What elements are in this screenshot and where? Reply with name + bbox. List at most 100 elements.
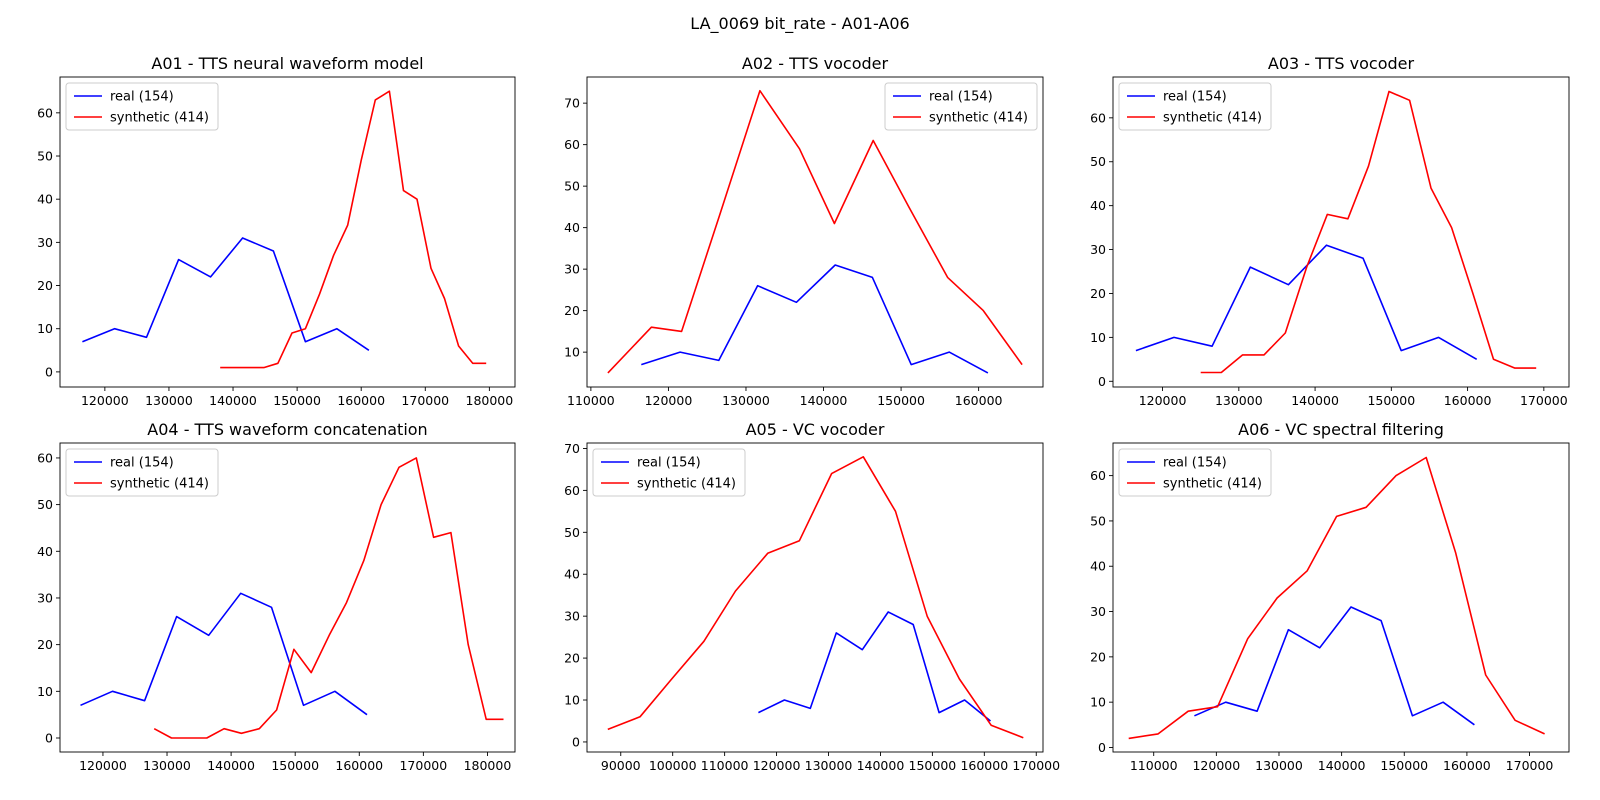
legend-box — [65, 82, 219, 131]
legend-label-synthetic: synthetic (414) — [110, 477, 209, 492]
legend-label-real: real (154) — [110, 456, 174, 471]
x-tick-label: 130000 — [1215, 393, 1263, 408]
subplot-title: A06 - VC spectral filtering — [1238, 420, 1444, 439]
y-tick-label: 40 — [564, 220, 580, 235]
legend-label-real: real (154) — [929, 90, 993, 105]
y-tick-label: 30 — [37, 590, 53, 605]
y-tick-label: 20 — [564, 651, 580, 666]
subplot-title: A01 - TTS neural waveform model — [151, 54, 423, 73]
x-tick-label: 150000 — [1367, 393, 1415, 408]
x-tick-label: 170000 — [1506, 758, 1554, 773]
y-tick-label: 10 — [1090, 330, 1106, 345]
y-tick-label: 20 — [37, 637, 53, 652]
subplot-2: A02 - TTS vocoder 110000 120000 130000 14000… — [564, 54, 1044, 408]
y-tick-label: 60 — [564, 137, 580, 152]
y-tick-label: 40 — [564, 567, 580, 582]
y-tick-label: 40 — [37, 192, 53, 207]
legend-label-synthetic: synthetic (414) — [1163, 477, 1262, 492]
x-tick-label: 170000 — [399, 758, 447, 773]
y-tick-label: 40 — [37, 544, 53, 559]
x-tick-label: 120000 — [753, 758, 801, 773]
x-tick-label: 170000 — [1520, 393, 1568, 408]
legend-box — [1118, 82, 1272, 131]
x-tick-label: 120000 — [79, 758, 127, 773]
x-tick-label: 130000 — [145, 393, 193, 408]
x-tick-label: 160000 — [955, 393, 1003, 408]
series-line-real — [641, 264, 989, 374]
y-tick-label: 10 — [564, 345, 580, 360]
subplot-3: A03 - TTS vocoder 120000 130000 140000 15000… — [1090, 54, 1570, 408]
y-tick-label: 50 — [564, 525, 580, 540]
legend: real (154) synthetic (414) — [65, 448, 219, 497]
y-tick-label: 0 — [572, 734, 580, 749]
y-tick-label: 10 — [37, 684, 53, 699]
figure-title: LA_0069 bit_rate - A01-A06 — [690, 14, 909, 34]
x-tick-label: 180000 — [464, 758, 512, 773]
series-line-real — [758, 611, 992, 722]
y-tick-label: 10 — [564, 693, 580, 708]
x-tick-label: 160000 — [337, 393, 385, 408]
y-tick-label: 20 — [1090, 286, 1106, 301]
y-tick-label: 70 — [564, 441, 580, 456]
axes-frame — [586, 442, 1044, 753]
x-tick-label: 120000 — [1139, 393, 1187, 408]
legend: real (154) synthetic (414) — [884, 82, 1038, 131]
legend-box — [65, 448, 219, 497]
axes-frame — [586, 76, 1044, 388]
legend-box — [884, 82, 1038, 131]
series-line-synthetic — [1128, 456, 1545, 740]
series-line-synthetic — [220, 90, 487, 369]
x-tick-label: 160000 — [1444, 393, 1492, 408]
legend: real (154) synthetic (414) — [592, 448, 746, 497]
series-line-synthetic — [153, 457, 504, 739]
series-line-real — [82, 237, 370, 351]
y-tick-label: 0 — [1098, 374, 1106, 389]
y-tick-label: 30 — [564, 609, 580, 624]
y-tick-label: 60 — [37, 450, 53, 465]
subplot-1: A01 - TTS neural waveform model 120000 130… — [37, 54, 516, 408]
x-tick-label: 130000 — [143, 758, 191, 773]
legend-box — [592, 448, 746, 497]
y-tick-label: 60 — [37, 105, 53, 120]
y-tick-label: 60 — [1090, 468, 1106, 483]
y-tick-label: 60 — [1090, 110, 1106, 125]
y-tick-label: 0 — [45, 364, 53, 379]
x-tick-label: 160000 — [1443, 758, 1491, 773]
x-tick-label: 110000 — [701, 758, 749, 773]
x-tick-label: 130000 — [805, 758, 853, 773]
y-tick-label: 10 — [37, 321, 53, 336]
legend: real (154) synthetic (414) — [65, 82, 219, 131]
x-tick-label: 140000 — [209, 393, 257, 408]
axes-frame — [59, 442, 516, 753]
x-tick-label: 140000 — [800, 393, 848, 408]
subplot-6: A06 - VC spectral filtering 110000 120000 1… — [1090, 420, 1570, 773]
y-tick-label: 30 — [564, 262, 580, 277]
axes-frame — [1112, 76, 1570, 388]
y-tick-label: 10 — [1090, 695, 1106, 710]
y-tick-label: 50 — [37, 149, 53, 164]
axes-frame — [1112, 442, 1570, 753]
legend-label-synthetic: synthetic (414) — [1163, 111, 1262, 126]
subplot-title: A02 - TTS vocoder — [742, 54, 889, 73]
series-line-synthetic — [607, 89, 1023, 374]
legend-label-real: real (154) — [110, 90, 174, 105]
subplot-title: A04 - TTS waveform concatenation — [147, 420, 427, 439]
x-tick-label: 130000 — [722, 393, 770, 408]
legend-box — [1118, 448, 1272, 497]
x-tick-label: 140000 — [1318, 758, 1366, 773]
x-tick-label: 120000 — [1192, 758, 1240, 773]
y-tick-label: 30 — [1090, 242, 1106, 257]
x-tick-label: 110000 — [567, 393, 615, 408]
x-tick-label: 140000 — [207, 758, 255, 773]
y-tick-label: 50 — [37, 497, 53, 512]
x-tick-label: 120000 — [81, 393, 129, 408]
series-line-real — [1135, 244, 1478, 360]
x-tick-label: 160000 — [960, 758, 1008, 773]
y-tick-label: 0 — [1098, 740, 1106, 755]
subplot-grid: A01 - TTS neural waveform model 120000 130… — [37, 54, 1570, 773]
y-tick-label: 60 — [564, 483, 580, 498]
x-tick-label: 90000 — [601, 758, 641, 773]
series-line-real — [80, 592, 368, 716]
x-tick-label: 170000 — [1012, 758, 1060, 773]
